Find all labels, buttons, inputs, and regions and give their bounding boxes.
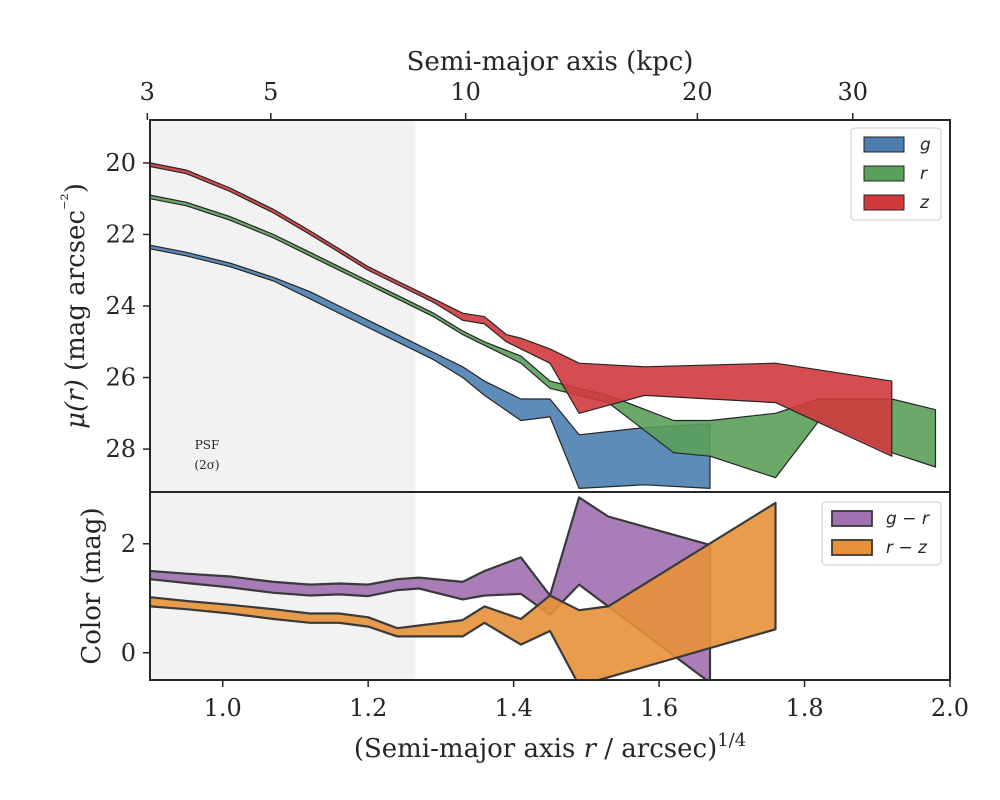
kpc-tick-label: 20 xyxy=(682,78,713,106)
legend-label-g: g xyxy=(920,135,931,155)
color-legend-swatch-0 xyxy=(831,510,873,527)
r-minus-z-area xyxy=(150,501,777,680)
psf-label: PSF xyxy=(195,438,220,452)
surface-brightness-series xyxy=(150,162,937,489)
band-r-area xyxy=(150,194,937,479)
psf-shaded-region xyxy=(150,120,416,492)
ytick-label: 24 xyxy=(105,292,136,320)
band-legend: grz xyxy=(850,127,942,221)
xtick-label: 1.2 xyxy=(349,694,387,722)
legend-swatch-g xyxy=(863,136,905,153)
kpc-tick-label: 10 xyxy=(450,78,481,106)
color-legend: g − r r − z xyxy=(821,501,942,566)
band-g-area xyxy=(150,244,711,489)
ytick-label: 22 xyxy=(105,220,136,248)
legend-label-r: r xyxy=(920,164,928,184)
ytick-label: 26 xyxy=(105,364,136,392)
kpc-tick-label: 3 xyxy=(140,78,155,106)
top-y-ticks: 20 22 24 26 28 xyxy=(105,149,150,463)
surface-brightness-ylabel: μ(r) (mag arcsec⁻²) xyxy=(58,183,91,429)
color-panel: 02 1.0 1.2 1.4 1.6 1.8 2.0 Color (mag) (Semi-… xyxy=(77,491,969,764)
color-legend-label-1: r − z xyxy=(886,538,928,558)
ytick-label: 28 xyxy=(105,435,136,463)
x-axis-ticks: 1.0 1.2 1.4 1.6 1.8 2.0 xyxy=(204,680,969,722)
x-axis-title: (Semi-major axis r / arcsec)1/4 xyxy=(354,730,746,764)
legend-swatch-z xyxy=(863,194,905,211)
kpc-tick-label: 5 xyxy=(263,78,278,106)
color-legend-swatch-1 xyxy=(831,539,873,556)
color-ylabel: Color (mag) xyxy=(77,507,107,664)
xtick-label: 1.8 xyxy=(785,694,823,722)
xtick-label: 2.0 xyxy=(931,694,969,722)
kpc-axis-ticks: 3510203050 xyxy=(140,78,868,120)
color-series xyxy=(150,496,777,680)
xtick-label: 1.6 xyxy=(640,694,678,722)
xtick-label: 1.4 xyxy=(495,694,533,722)
color-y-ticks: 02 xyxy=(121,530,150,667)
color-legend-label-0: g − r xyxy=(886,509,930,529)
legend-swatch-r xyxy=(863,165,905,182)
legend-label-z: z xyxy=(919,193,930,213)
bottom-panel-frame xyxy=(149,491,951,681)
g-minus-r-area xyxy=(150,496,712,680)
ytick-label: 20 xyxy=(105,149,136,177)
psf-annotation: PSF (2σ) xyxy=(194,438,219,472)
kpc-axis-title: Semi-major axis (kpc) xyxy=(407,47,694,77)
color-ytick-label: 2 xyxy=(121,530,136,558)
xtick-label: 1.0 xyxy=(204,694,242,722)
kpc-tick-label: 30 xyxy=(837,78,868,106)
psf-sigma-label: (2σ) xyxy=(194,458,219,472)
color-ytick-label: 0 xyxy=(121,639,136,667)
band-z-area xyxy=(150,162,893,457)
